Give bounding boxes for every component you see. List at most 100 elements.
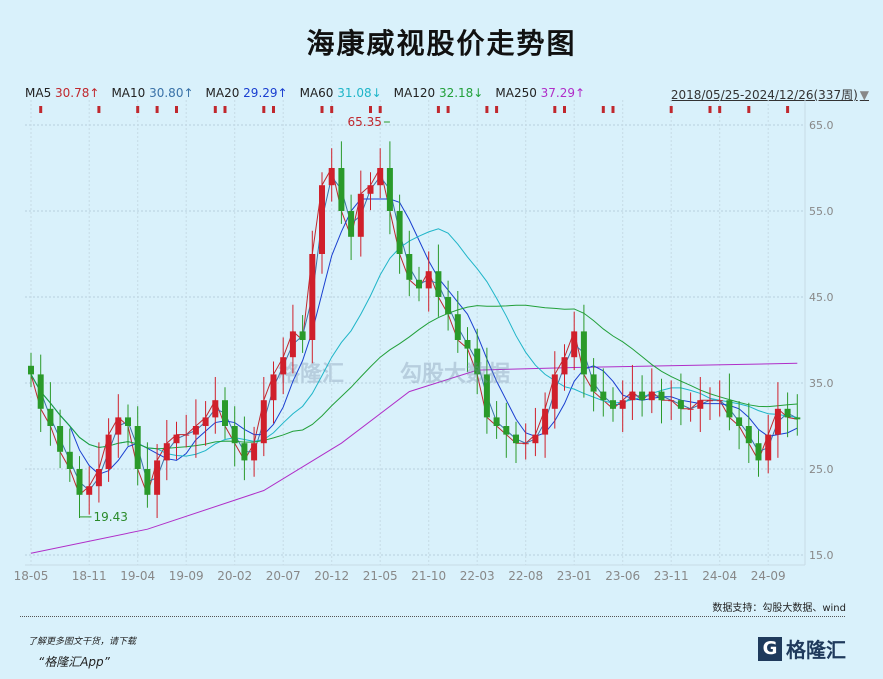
- promo-text: 了解更多图文干货，请下载: [28, 637, 137, 647]
- x-tick-label: 24-09: [751, 569, 786, 583]
- candle-body: [125, 417, 131, 426]
- x-tick-label: 22-08: [508, 569, 543, 583]
- dropdown-arrow-icon[interactable]: ▼: [859, 88, 869, 102]
- annotation-high: 65.35: [348, 115, 382, 129]
- legend-ma60: MA60 31.08↓: [300, 86, 388, 100]
- signal-marker: [563, 106, 566, 113]
- candle-body: [513, 434, 519, 444]
- legend-value: 31.08↓: [337, 86, 382, 100]
- signal-marker: [320, 106, 324, 113]
- candle-body: [774, 408, 781, 435]
- y-tick-label: 55.0: [809, 205, 834, 218]
- x-tick-label: 23-06: [605, 569, 640, 583]
- x-tick-label: 24-04: [702, 569, 737, 583]
- signal-marker: [611, 106, 615, 113]
- signal-marker: [272, 106, 275, 113]
- legend-label: MA120: [393, 86, 439, 100]
- y-tick-label: 65.0: [809, 119, 834, 132]
- candle-body: [658, 391, 665, 401]
- signal-marker: [436, 106, 440, 113]
- candle-body: [794, 417, 801, 420]
- signal-marker: [485, 106, 489, 113]
- candle-body: [590, 374, 597, 392]
- candle-body: [86, 486, 93, 495]
- candle-body: [76, 469, 83, 495]
- candle-body: [648, 391, 655, 401]
- legend-value: 37.29↑: [540, 86, 586, 100]
- candle-body: [483, 374, 490, 418]
- candle-body: [280, 357, 287, 375]
- annotation-low: 19.43: [94, 510, 128, 524]
- candle-body: [95, 469, 102, 487]
- candle-body: [357, 193, 364, 237]
- x-tick-label: 19-04: [120, 569, 155, 583]
- legend-value: 30.78↑: [55, 86, 100, 100]
- candle-body: [154, 460, 161, 495]
- candle-body: [299, 331, 306, 340]
- candle-body: [183, 434, 190, 436]
- candle-body: [639, 391, 646, 401]
- signal-marker: [155, 106, 159, 113]
- candle-body: [784, 408, 791, 418]
- ma120-line: [30, 304, 798, 450]
- candle-body: [503, 426, 510, 435]
- signal-marker: [747, 106, 751, 113]
- candle-body: [105, 434, 112, 469]
- candle-body: [406, 254, 413, 280]
- candle-body: [134, 426, 141, 469]
- date-range-label[interactable]: 2018/05/25-2024/12/26(337周): [670, 88, 858, 102]
- y-tick-label: 25.0: [809, 463, 834, 476]
- ma250-line: [30, 362, 798, 554]
- candle-body: [47, 408, 54, 426]
- candle-body: [435, 271, 442, 297]
- candlestick-chart: 15.0 25.0 35.0 45.0 55.0 65.0 18-05 18-11 19-04 1…: [14, 100, 834, 583]
- x-tick-label: 18-05: [14, 569, 49, 583]
- candle-body: [668, 400, 675, 402]
- candle-body: [532, 434, 539, 444]
- candle-body: [251, 443, 258, 461]
- signal-marker: [553, 106, 557, 113]
- legend-label: MA60: [299, 86, 338, 100]
- x-tick-label: 20-07: [266, 569, 301, 583]
- candle-body: [755, 443, 762, 461]
- candle-body: [551, 374, 558, 409]
- candle-body: [57, 426, 64, 452]
- watermark-gugu: 勾股大数据: [400, 362, 511, 387]
- legend-ma10: MA10 30.80↑: [111, 86, 199, 100]
- signal-marker: [136, 106, 140, 113]
- candle-body: [396, 211, 403, 254]
- logo-mark-icon: G: [758, 636, 782, 661]
- candle-body: [454, 314, 461, 340]
- candle-body: [522, 443, 529, 445]
- date-range-selector[interactable]: 2018/05/25-2024/12/26(337周) ▼: [671, 86, 869, 103]
- candle-body: [231, 426, 238, 444]
- candle-body: [260, 400, 267, 444]
- candle-body: [270, 374, 277, 401]
- y-tick-label: 45.0: [809, 291, 834, 304]
- candle-body: [629, 391, 636, 401]
- candle-body: [571, 331, 578, 358]
- x-tick-label: 21-05: [363, 569, 398, 583]
- candle-body: [173, 434, 180, 444]
- candle-body: [493, 417, 500, 426]
- legend-ma20: MA20 29.29↑: [206, 86, 294, 100]
- candle-body: [319, 185, 325, 254]
- candle-body: [212, 400, 219, 418]
- logo-text: 格隆汇: [786, 638, 846, 662]
- y-tick-label: 15.0: [809, 549, 834, 562]
- promo-app-name: “格隆汇App”: [38, 655, 110, 669]
- x-tick-label: 19-09: [169, 569, 204, 583]
- candle-body: [600, 391, 607, 401]
- candle-body: [348, 211, 355, 237]
- x-tick-label: 18-11: [72, 569, 107, 583]
- candle-body: [367, 185, 374, 194]
- y-tick-label: 35.0: [809, 377, 834, 390]
- signal-marker: [369, 106, 372, 113]
- legend-value: 29.29↑: [243, 86, 288, 100]
- candle-body: [416, 279, 422, 289]
- signal-marker: [708, 106, 712, 113]
- candle-body: [66, 451, 73, 469]
- candle-body: [202, 417, 209, 426]
- signal-marker: [378, 106, 382, 113]
- signal-marker: [446, 106, 450, 113]
